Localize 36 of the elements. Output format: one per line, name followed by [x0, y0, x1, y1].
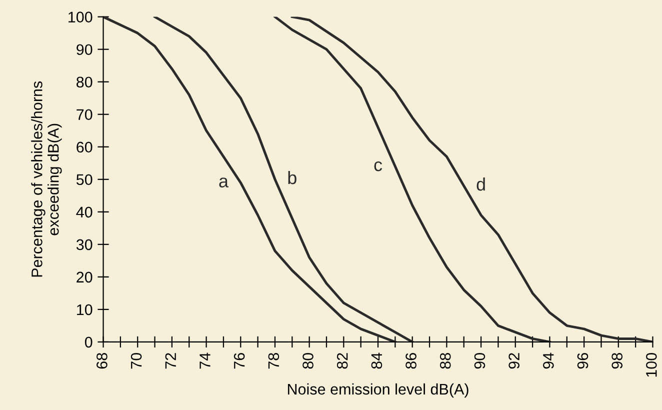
- series-label: a: [219, 178, 228, 188]
- x-axis-title: Noise emission level dB(A): [288, 383, 468, 398]
- x-tick-label: 70: [130, 352, 142, 369]
- series-label: d: [476, 177, 485, 191]
- line-series: [154, 16, 414, 342]
- x-tick-label: 74: [200, 352, 210, 369]
- x-tick-label: 94: [542, 352, 554, 369]
- y-tick-label: 20: [76, 272, 92, 283]
- x-tick-label: 88: [440, 353, 451, 369]
- x-tick-label: 68: [96, 353, 108, 369]
- y-tick-label: 10: [77, 304, 92, 316]
- y-tick-label: 30: [76, 239, 92, 250]
- x-tick-label: 84: [371, 352, 382, 369]
- series-label: b: [288, 170, 296, 184]
- x-tick-label: 82: [336, 353, 348, 369]
- y-tick-label: 70: [76, 109, 92, 120]
- y-tick-label: 80: [76, 76, 92, 88]
- y-axis-title: Percentage of vehicles/horns exceeding dB(A): [31, 81, 62, 277]
- x-tick-label: 92: [508, 353, 520, 369]
- x-tick-label: 86: [406, 353, 416, 369]
- x-tick-label: 72: [165, 353, 176, 369]
- y-tick-label: 100: [68, 12, 92, 22]
- y-tick-label: 40: [76, 206, 92, 218]
- y-tick-label: 50: [76, 174, 92, 186]
- y-tick-label: 60: [76, 142, 92, 153]
- x-tick-label: 80: [302, 352, 314, 369]
- x-tick-label: 90: [474, 352, 486, 369]
- y-tick-label: 90: [76, 44, 92, 56]
- x-tick-label: 78: [268, 353, 280, 369]
- series-label: c: [374, 161, 382, 172]
- y-tick-label: 0: [84, 336, 92, 348]
- line-series: [274, 16, 551, 342]
- x-tick-label: 100: [646, 352, 657, 377]
- x-tick-label: 96: [577, 353, 588, 369]
- x-tick-label: 98: [612, 353, 622, 369]
- x-tick-label: 76: [234, 353, 245, 369]
